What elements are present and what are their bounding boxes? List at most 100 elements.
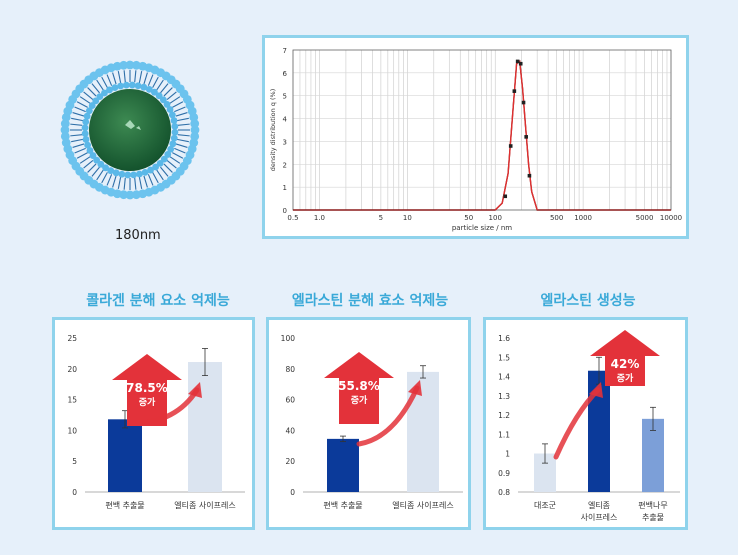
lipid-head-inner [81,130,89,138]
lipid-head-inner [152,163,159,171]
lipid-head-inner [140,83,148,91]
data-marker [524,135,528,139]
lipid-head-inner [81,124,89,132]
size-distribution-panel: 0 1 2 3 4 5 6 7 0.5 1.0 5 10 50 100 500 1000 5000 10000 pa… [262,35,689,239]
y-tick-label: 1.2 [498,411,510,420]
lipid-tail [72,143,85,148]
lipid-tail [79,96,91,104]
lipid-tail [117,176,122,189]
bar [642,418,664,492]
lipid-tail [87,87,97,97]
lipid-head-inner [128,81,136,89]
lipid-tail [134,177,137,190]
lipid-head-outer [125,190,135,200]
data-marker [515,59,520,64]
lipid-head-inner [93,156,101,164]
y-tick-label: 7 [283,47,287,55]
lipid-tail [71,138,84,143]
y-tick-label: 1.6 [498,334,510,343]
lipid-tail [152,172,159,184]
lipid-tail [83,91,94,100]
lipid-head-inner [106,86,113,94]
lipid-tail [169,96,181,104]
lipid-head-inner [82,118,90,126]
y-tick-label: 20 [67,365,77,374]
lipid-head-inner [171,128,179,136]
lipid-tail [172,152,184,159]
lipid-tail [87,163,97,173]
lipid-head-inner [134,82,142,90]
size-distribution-chart: 0 1 2 3 4 5 6 7 0.5 1.0 5 10 50 100 500 1000 5000 10000 pa… [269,47,682,232]
lipid-head-inner [169,140,177,148]
lipid-head-inner [89,152,97,159]
lipid-tail [112,72,117,85]
lipid-tail [134,70,137,83]
increase-arrow [324,352,394,424]
lipid-tail [147,174,154,186]
y-tick-label: 60 [285,396,295,405]
lipid-tail [72,112,85,117]
lipid-head-inner [118,170,126,178]
x-tick-label: 10 [403,214,412,222]
x-category-label: 추출물 [642,512,664,522]
lipid-tail [163,163,173,173]
lipid-tail [112,175,117,188]
lipid-head-inner [159,96,167,104]
y-tick-label: 1.5 [498,353,510,362]
data-marker [527,173,532,178]
lipid-head-inner [97,160,105,168]
y-tick-label: 6 [283,70,288,78]
y-tick-label: 0 [72,488,77,497]
lipid-head-inner [151,88,158,96]
lipid-tail [96,79,104,91]
lipid-head-inner [83,112,91,120]
x-category-label: 엘티좀 사이프레스 [174,500,235,510]
lipid-tail [76,101,88,108]
lipid-tail [101,76,108,88]
lipid-head-inner [170,134,178,142]
lipid-tail [83,160,94,169]
lipid-head-outer [125,60,135,70]
lipid-head-inner [86,147,94,154]
lipid-tail [71,117,84,122]
lipid-tail [177,123,190,126]
lipid-tail [74,106,86,113]
increase-label: 증가 [139,396,156,408]
lipid-tail [106,74,113,86]
lipid-head-inner [88,102,96,109]
increase-label: 증가 [351,394,368,406]
lipid-head-outer [190,125,200,135]
lipid-tail [163,87,173,97]
lipid-head-inner [102,164,109,172]
lipid-head-outer [190,119,200,129]
lipid-tail [74,147,86,154]
elastin-chart-panel: 0.8 0.9 1 1.1 1.2 1.3 1.4 1.5 1.6 대조군 엘티좀 사이프레스 편백나무… [483,317,688,530]
lipid-head-inner [167,145,175,153]
lipid-head-outer [119,60,129,70]
lipid-tail [147,74,154,86]
increase-percent: 42% [611,357,640,371]
x-tick-label: 0.5 [287,214,298,222]
lipid-head-outer [60,125,70,135]
y-tick-label: 1.4 [498,373,510,382]
y-tick-label: 0 [290,488,295,497]
lipid-tail [160,166,169,177]
collagen-chart-title: 콜라겐 분해 요소 억제능 [86,293,230,309]
lipid-head-outer [60,131,70,141]
data-marker [512,89,517,93]
lipid-head-inner [168,111,176,119]
lipid-tail [174,106,186,113]
y-tick-label: 1.3 [498,392,510,401]
lipid-head-inner [145,85,153,93]
lipid-head-inner [141,168,149,176]
x-tick-label: 1.0 [314,214,325,222]
y-tick-label: 10 [67,426,77,435]
curved-arrow-head [408,380,422,396]
y-tick-label: 15 [67,396,77,405]
lipid-tail [138,176,143,189]
increase-label: 증가 [617,372,634,384]
curved-arrow [356,385,420,447]
elastase-bar-chart: 0 20 40 60 80 100 편백 추출물 엘티좀 사이프레스 55.8%증가 [281,334,463,510]
y-tick-label: 0 [283,207,287,215]
